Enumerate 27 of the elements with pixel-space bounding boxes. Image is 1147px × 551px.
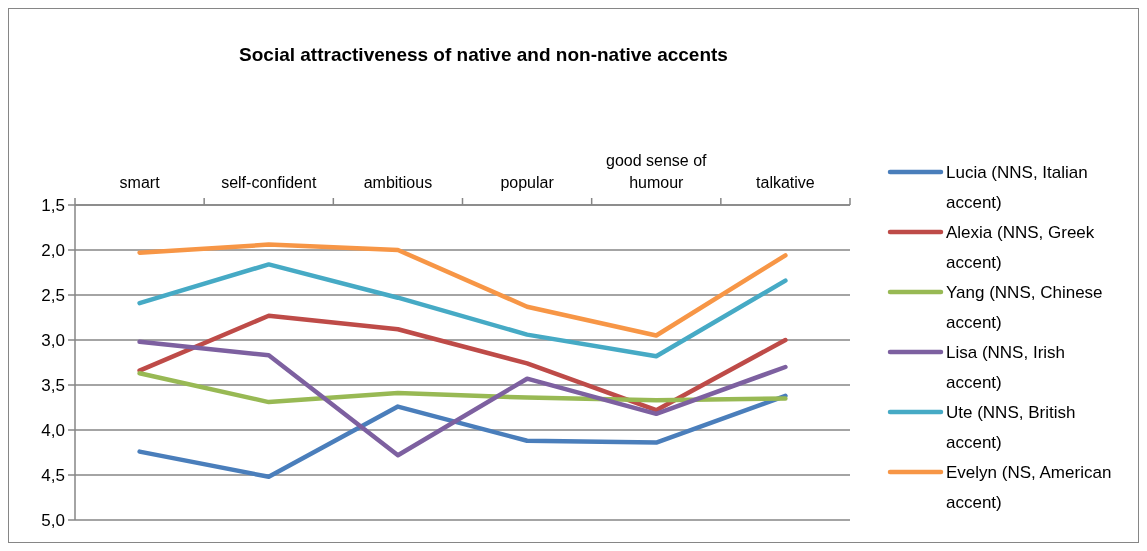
- x-tick-label: talkative: [756, 174, 815, 191]
- y-tick-label: 2,0: [41, 240, 65, 260]
- y-tick-label: 3,5: [41, 375, 65, 395]
- legend-label: Evelyn (NS, American accent): [946, 463, 1112, 512]
- line-series: [137, 371, 788, 405]
- x-tick-label: smart: [119, 174, 161, 191]
- legend-label: Lucia (NNS, Italian accent): [946, 163, 1088, 212]
- x-tick-label: self-confident: [221, 174, 317, 191]
- line-series: [137, 262, 788, 359]
- x-tick-label: good sense of humour: [605, 152, 708, 191]
- y-tick-label: 1,5: [41, 195, 65, 215]
- line-series: [137, 242, 788, 338]
- y-tick-label: 2,5: [41, 285, 65, 305]
- chart-title: Social attractiveness of native and non-native accents: [239, 44, 728, 65]
- legend-label: Lisa (NNS, Irish accent): [946, 343, 1066, 392]
- y-tick-label: 3,0: [41, 330, 65, 350]
- x-tick-label: popular: [500, 174, 555, 191]
- x-tick-label: ambitious: [363, 174, 433, 191]
- legend-label: Yang (NNS, Chinese accent): [946, 283, 1103, 332]
- legend-label: Alexia (NNS, Greek accent): [946, 223, 1095, 272]
- legend-label: Ute (NNS, British accent): [946, 403, 1076, 452]
- line-series: [137, 313, 788, 413]
- y-tick-label: 4,5: [41, 465, 65, 485]
- y-tick-label: 4,0: [41, 420, 65, 440]
- y-tick-label: 5,0: [41, 510, 65, 530]
- line-series: [137, 339, 788, 458]
- line-series: [137, 393, 788, 480]
